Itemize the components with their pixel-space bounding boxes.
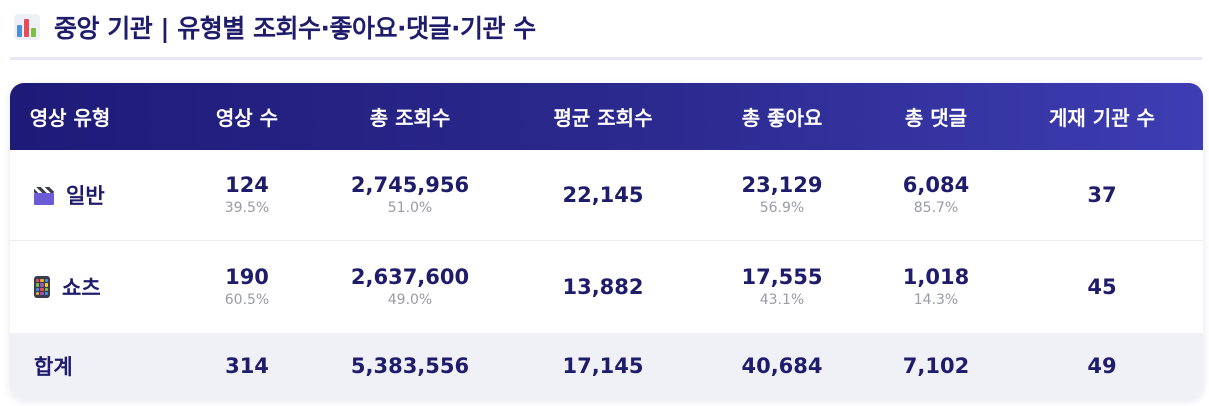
total-comments-sum-cell: 7,102: [876, 333, 996, 399]
type-cell: 일반: [34, 150, 105, 240]
total-comments-cell: 1,018 14.3%: [876, 241, 996, 333]
column-header-total-likes: 총 좋아요: [741, 106, 823, 130]
table-header-row: 영상 유형 영상 수 총 조회수 평균 조회수 총 좋아요 총 댓글 게재 기관…: [10, 83, 1203, 150]
stats-table: 영상 유형 영상 수 총 조회수 평균 조회수 총 좋아요 총 댓글 게재 기관…: [10, 83, 1203, 399]
table-row: 일반 124 39.5% 2,745,956 51.0% 22,145 23,1…: [10, 150, 1203, 241]
avg-views-cell: 13,882: [518, 241, 688, 333]
total-video-count-value: 314: [225, 354, 269, 378]
column-header-total-views: 총 조회수: [369, 106, 451, 130]
column-header-agency-count: 게재 기관 수: [1049, 106, 1155, 130]
total-comments-percent: 85.7%: [913, 200, 959, 216]
total-comments-value: 6,084: [902, 173, 970, 197]
column-header-avg-views: 평균 조회수: [553, 106, 653, 130]
total-comments-cell: 6,084 85.7%: [876, 150, 996, 240]
video-count-percent: 39.5%: [224, 200, 270, 216]
avg-views-value: 22,145: [562, 183, 644, 207]
agency-count-value: 37: [1087, 183, 1117, 207]
video-count-cell: 124 39.5%: [187, 150, 307, 240]
total-comments-sum-value: 7,102: [902, 354, 970, 378]
type-label: 일반: [66, 184, 105, 208]
column-header-video-count: 영상 수: [215, 106, 279, 130]
total-avg-views-cell: 17,145: [518, 333, 688, 399]
total-views-value: 2,637,600: [350, 265, 470, 289]
video-count-value: 124: [225, 173, 269, 197]
video-count-cell: 190 60.5%: [187, 241, 307, 333]
title-divider: [10, 57, 1202, 60]
total-likes-sum-cell: 40,684: [712, 333, 852, 399]
total-comments-value: 1,018: [902, 265, 970, 289]
clapperboard-icon: [34, 185, 54, 205]
total-agency-count-cell: 49: [1022, 333, 1182, 399]
type-cell: 쇼츠: [34, 241, 101, 333]
total-agency-count-value: 49: [1087, 354, 1117, 378]
total-likes-cell: 23,129 56.9%: [712, 150, 852, 240]
column-header-total-comments: 총 댓글: [904, 106, 968, 130]
total-label: 합계: [34, 355, 73, 379]
total-views-value: 2,745,956: [350, 173, 470, 197]
total-views-sum-value: 5,383,556: [350, 354, 470, 378]
total-likes-cell: 17,555 43.1%: [712, 241, 852, 333]
column-header-type: 영상 유형: [29, 106, 111, 130]
video-count-percent: 60.5%: [224, 292, 270, 308]
avg-views-cell: 22,145: [518, 150, 688, 240]
page-title: 중앙 기관 | 유형별 조회수·좋아요·댓글·기관 수: [54, 14, 536, 43]
type-label: 쇼츠: [62, 276, 101, 300]
total-video-count-cell: 314: [187, 333, 307, 399]
mobile-phone-icon: [34, 276, 50, 298]
total-likes-percent: 43.1%: [759, 292, 805, 308]
total-views-cell: 2,745,956 51.0%: [330, 150, 490, 240]
total-likes-sum-value: 40,684: [741, 354, 823, 378]
total-views-percent: 49.0%: [387, 292, 433, 308]
total-row: 합계 314 5,383,556 17,145 40,684 7,102 49: [10, 333, 1203, 399]
total-views-cell: 2,637,600 49.0%: [330, 241, 490, 333]
agency-count-cell: 45: [1022, 241, 1182, 333]
avg-views-value: 13,882: [562, 275, 644, 299]
total-comments-percent: 14.3%: [913, 292, 959, 308]
total-views-percent: 51.0%: [387, 200, 433, 216]
total-likes-percent: 56.9%: [759, 200, 805, 216]
agency-count-value: 45: [1087, 275, 1117, 299]
table-row: 쇼츠 190 60.5% 2,637,600 49.0% 13,882 17,5…: [10, 241, 1203, 333]
total-avg-views-value: 17,145: [562, 354, 644, 378]
page-header: 중앙 기관 | 유형별 조회수·좋아요·댓글·기관 수: [14, 10, 536, 44]
total-views-sum-cell: 5,383,556: [330, 333, 490, 399]
total-likes-value: 23,129: [741, 173, 823, 197]
video-count-value: 190: [225, 265, 269, 289]
bar-chart-icon: [14, 14, 40, 40]
agency-count-cell: 37: [1022, 150, 1182, 240]
total-likes-value: 17,555: [741, 265, 823, 289]
total-label-cell: 합계: [34, 333, 73, 399]
